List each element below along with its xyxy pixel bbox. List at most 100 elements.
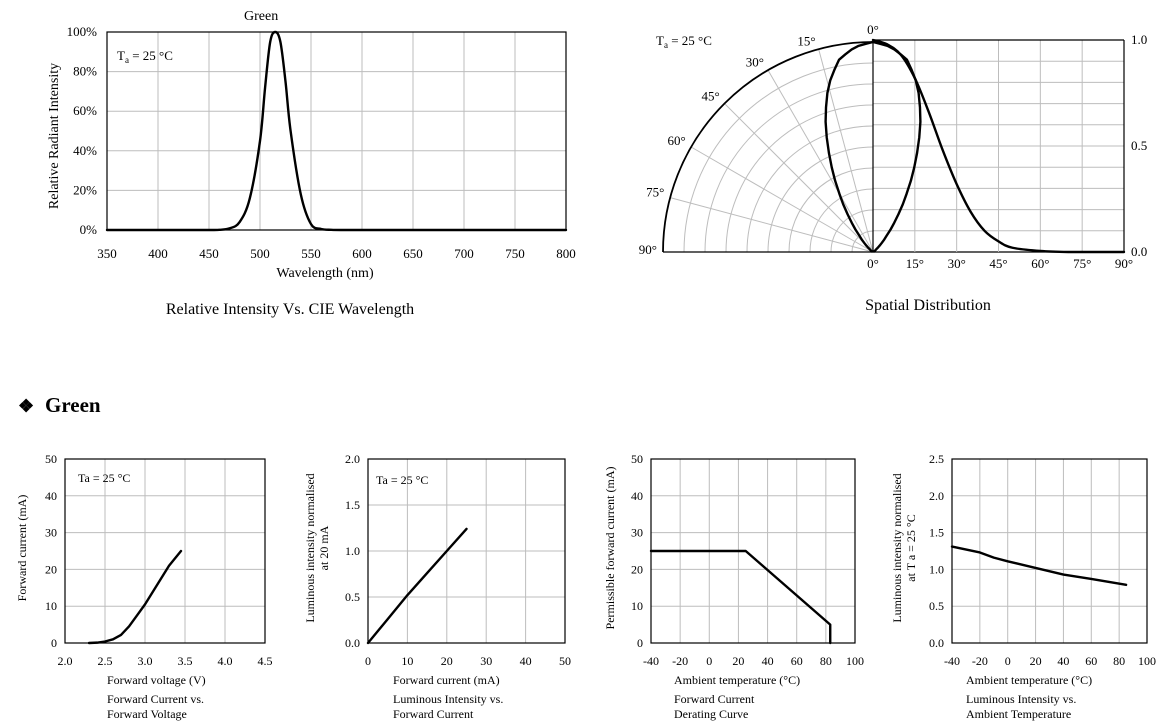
derating-x-tick-label: -40 (643, 654, 659, 668)
temp-x-tick-label: 100 (1138, 654, 1156, 668)
derating-x-tick-label: 60 (791, 654, 803, 668)
iv-y-tick-label: 30 (45, 526, 57, 540)
spectrum-x-tick-label: 700 (454, 246, 474, 261)
spatial-x-tick-label: 75° (1073, 256, 1091, 271)
derating-y-tick-label: 20 (631, 562, 643, 576)
temp-y-tick-label: 0.5 (929, 599, 944, 613)
iv-x-tick-label: 4.0 (218, 654, 233, 668)
li-x-tick-label: 30 (480, 654, 492, 668)
li-x-tick-label: 40 (520, 654, 532, 668)
spectrum-series-line (105, 30, 568, 232)
spectrum-x-axis-label: Wavelength (nm) (276, 266, 374, 281)
temp-x-tick-label: 20 (1030, 654, 1042, 668)
li-chart: 0 10 20 30 40 50 0.0 0.5 1.0 1.5 2.0 Ta = 25 °C Forw… (303, 452, 571, 721)
temp-x-axis-label: Ambient temperature (°C) (966, 673, 1092, 687)
spectrum-series-label: Green (244, 9, 278, 24)
li-y-tick-label: 1.5 (345, 498, 360, 512)
spatial-polar-spoke (724, 103, 874, 253)
spatial-polar-spoke (670, 197, 874, 253)
li-x-tick-label: 20 (441, 654, 453, 668)
spatial-x-tick-label: 30° (948, 256, 966, 271)
temp-series-line (950, 545, 1128, 587)
spatial-y-tick-label: 0.5 (1131, 138, 1147, 153)
iv-x-tick-label: 3.5 (178, 654, 193, 668)
derating-y-tick-label: 40 (631, 489, 643, 503)
spatial-polar-spoke (690, 146, 874, 253)
derating-y-tick-label: 30 (631, 526, 643, 540)
spectrum-y-tick-label: 0% (80, 222, 98, 237)
spatial-x-tick-label: 60° (1031, 256, 1049, 271)
spectrum-y-tick-label: 40% (73, 143, 97, 158)
spectrum-y-axis-label: Relative Radiant Intensity (47, 63, 62, 209)
spectrum-x-tick-label: 650 (403, 246, 423, 261)
spatial-angle-label: 30° (746, 55, 764, 70)
li-chart-title: Forward Current (393, 707, 474, 721)
derating-x-tick-label: 20 (732, 654, 744, 668)
spectrum-y-tick-label: 60% (73, 103, 97, 118)
derating-x-tick-label: 40 (762, 654, 774, 668)
spatial-polar-lobe (824, 40, 922, 253)
derating-chart: -40 -20 0 20 40 60 80 100 0 10 20 30 40 50 Ambient tem… (603, 452, 864, 721)
iv-y-tick-label: 40 (45, 489, 57, 503)
li-chart-title: Luminous Intensity vs. (393, 692, 503, 706)
spectrum-y-tick-label: 100% (67, 24, 98, 39)
spatial-angle-label: 90° (639, 242, 657, 257)
derating-y-tick-label: 0 (637, 636, 643, 650)
temp-plot-frame (951, 458, 1148, 644)
derating-y-tick-label: 10 (631, 599, 643, 613)
temp-y-axis-label: at T a = 25 °C (904, 514, 918, 581)
derating-y-tick-label: 50 (631, 452, 643, 466)
iv-y-tick-label: 10 (45, 599, 57, 613)
derating-x-tick-label: 80 (820, 654, 832, 668)
temp-chart-title: Ambient Temperature (966, 707, 1071, 721)
spectrum-x-tick-label: 400 (148, 246, 168, 261)
section-heading: Green (45, 393, 101, 417)
iv-y-tick-label: 0 (51, 636, 57, 650)
spatial-chart: Ta = 25 °C 0° 15° 30° 45° 60° 75° 90°0.00.51.0… (639, 22, 1147, 314)
spatial-annotation: Ta = 25 °C (656, 33, 712, 50)
li-annotation: Ta = 25 °C (376, 473, 428, 487)
temp-y-tick-label: 1.5 (929, 526, 944, 540)
iv-x-tick-label: 3.0 (138, 654, 153, 668)
spatial-polar-spoke (767, 69, 874, 253)
iv-chart-title: Forward Current vs. (107, 692, 204, 706)
derating-x-tick-label: -20 (672, 654, 688, 668)
li-y-tick-label: 0.0 (345, 636, 360, 650)
temp-x-tick-label: 60 (1085, 654, 1097, 668)
spectrum-x-tick-label: 800 (556, 246, 576, 261)
temp-y-axis-label: Luminous intensity normalised (890, 473, 904, 622)
li-x-axis-label: Forward current (mA) (393, 673, 500, 687)
derating-x-tick-label: 100 (846, 654, 864, 668)
spatial-x-tick-label: 90° (1115, 256, 1133, 271)
spectrum-x-tick-label: 500 (250, 246, 270, 261)
derating-x-axis-label: Ambient temperature (°C) (674, 673, 800, 687)
li-series-line (366, 527, 468, 645)
li-x-tick-label: 0 (365, 654, 371, 668)
iv-chart: 2.0 2.5 3.0 3.5 4.0 4.5 0 10 20 30 40 50 Ta = 25 °C F… (15, 452, 273, 721)
spatial-y-tick-label: 1.0 (1131, 32, 1147, 47)
iv-plot-frame (64, 458, 266, 644)
derating-y-axis-label: Permissible forward current (mA) (603, 467, 617, 630)
iv-x-axis-label: Forward voltage (V) (107, 673, 206, 687)
li-y-tick-label: 1.0 (345, 544, 360, 558)
li-plot-frame (367, 458, 566, 644)
li-x-tick-label: 50 (559, 654, 571, 668)
li-y-tick-label: 0.5 (345, 590, 360, 604)
iv-y-tick-label: 20 (45, 562, 57, 576)
li-y-axis-label: at 20 mA (317, 525, 331, 570)
spatial-x-tick-label: 45° (989, 256, 1007, 271)
temp-x-tick-label: -40 (944, 654, 960, 668)
spectrum-plot-frame (106, 31, 567, 231)
spectrum-chart: Green Ta = 25 °C 350 400 450 500 550 600 650 70… (47, 9, 576, 318)
spatial-chart-title: Spatial Distribution (865, 297, 991, 314)
derating-x-tick-label: 0 (706, 654, 712, 668)
temp-y-tick-label: 2.5 (929, 452, 944, 466)
derating-chart-title: Derating Curve (674, 707, 748, 721)
section-bullet-icon: ❖ (18, 396, 34, 416)
spectrum-x-tick-label: 750 (505, 246, 525, 261)
li-y-tick-label: 2.0 (345, 452, 360, 466)
iv-x-tick-label: 2.0 (58, 654, 73, 668)
temp-y-tick-label: 1.0 (929, 562, 944, 576)
iv-x-tick-label: 4.5 (258, 654, 273, 668)
iv-x-tick-label: 2.5 (98, 654, 113, 668)
